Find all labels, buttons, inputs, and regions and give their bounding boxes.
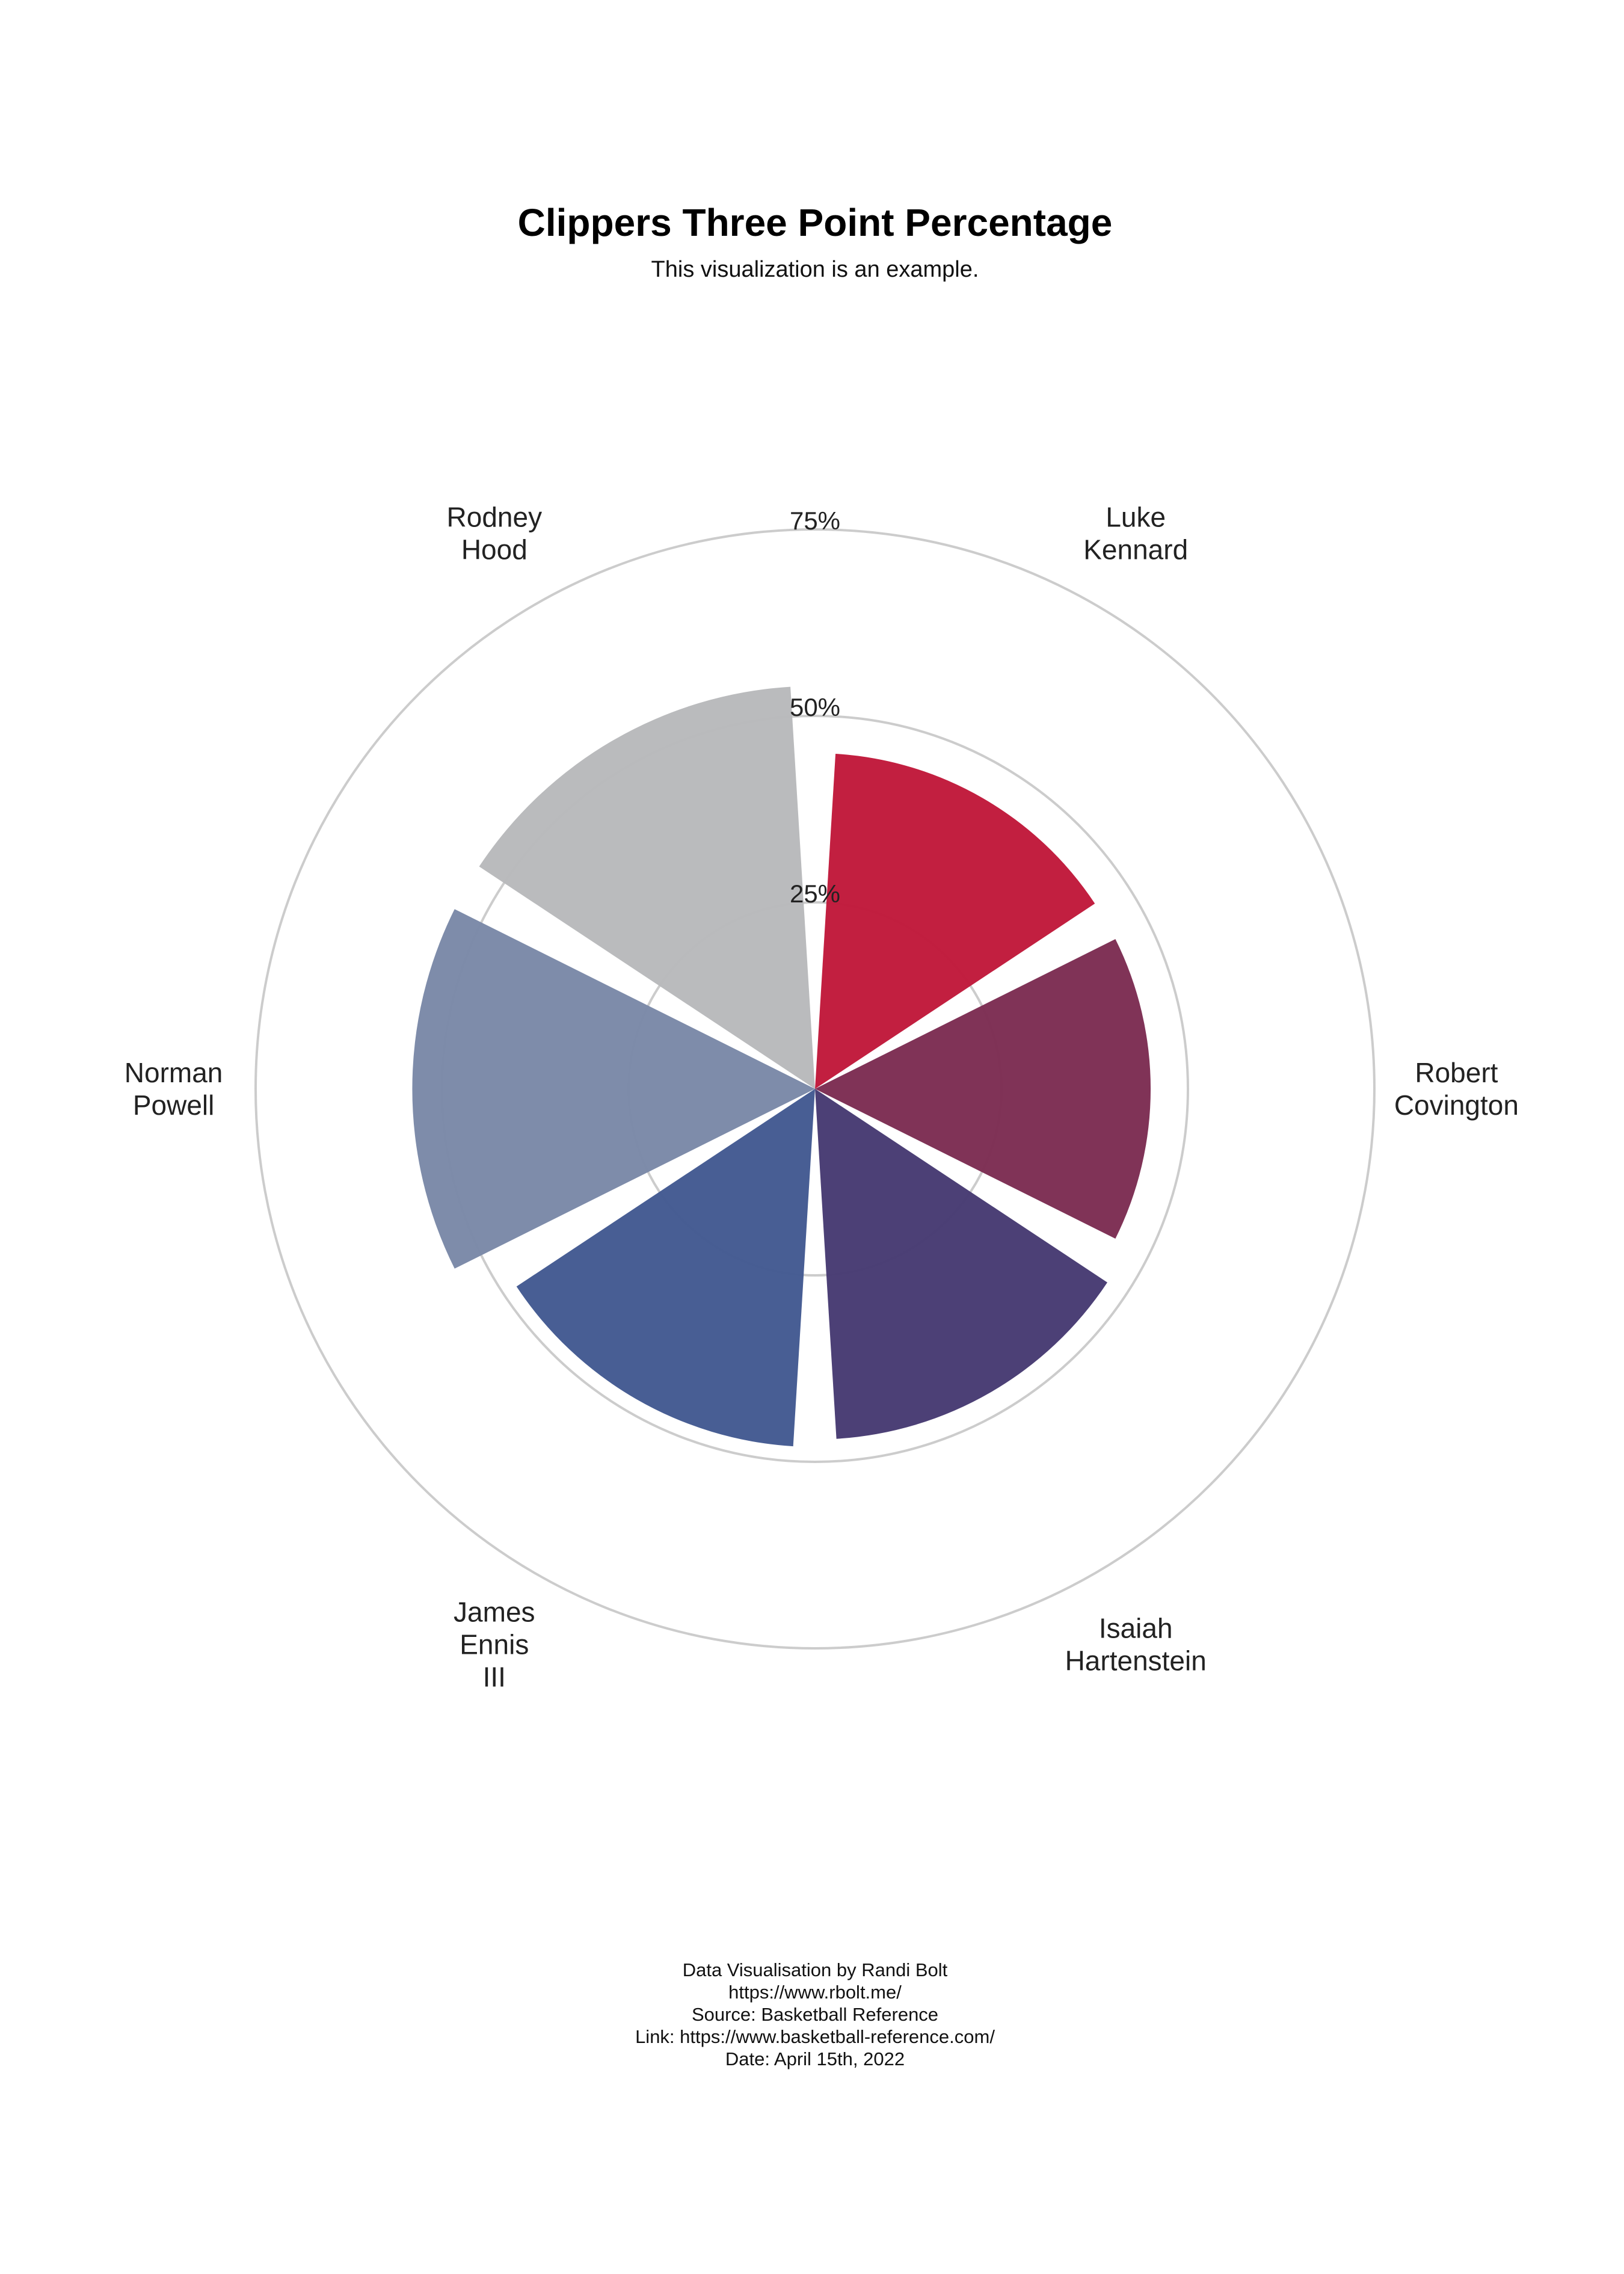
bar-robert-covington <box>815 939 1151 1239</box>
category-label-robert-covington: Robert Covington <box>1394 1057 1519 1121</box>
grid-circle-75 <box>254 528 1376 1650</box>
bar-isaiah-hartenstein <box>815 1089 1107 1439</box>
category-label-norman-powell: Norman Powell <box>125 1057 223 1121</box>
category-label-isaiah-hartenstein: Isaiah Hartenstein <box>1065 1613 1207 1677</box>
caption: Data Visualisation by Randi Bolthttps://… <box>635 1959 995 2069</box>
radial-tick-labels: 25% 50% 75% <box>790 507 840 908</box>
category-label-james-ennis-iii: James Ennis III <box>454 1597 535 1693</box>
category-label-luke-kennard: Luke Kennard <box>1083 502 1188 565</box>
bar-rodney-hood <box>479 686 815 1089</box>
category-labels: Luke Kennard Robert Covington Isaiah Hartenst… <box>125 502 1519 1693</box>
chart-title: Clippers Three Point Percentage <box>518 201 1113 244</box>
tick-label-50: 50% <box>790 693 840 721</box>
bars <box>412 686 1151 1447</box>
caption-line: https://www.rbolt.me/ <box>728 1982 902 2003</box>
tick-label-75: 75% <box>790 507 840 535</box>
caption-line: Date: April 15th, 2022 <box>725 2048 905 2069</box>
tick-label-25: 25% <box>790 880 840 908</box>
category-label-rodney-hood: Rodney Hood <box>447 502 543 565</box>
bar-luke-kennard <box>815 754 1095 1089</box>
bar-norman-powell <box>412 909 815 1269</box>
chart-subtitle: This visualization is an example. <box>651 257 979 282</box>
caption-line: Data Visualisation by Randi Bolt <box>683 1959 948 1980</box>
caption-line: Source: Basketball Reference <box>692 2004 938 2025</box>
caption-line: Link: https://www.basketball-reference.c… <box>635 2026 995 2047</box>
bar-james-ennis-iii <box>516 1089 815 1447</box>
